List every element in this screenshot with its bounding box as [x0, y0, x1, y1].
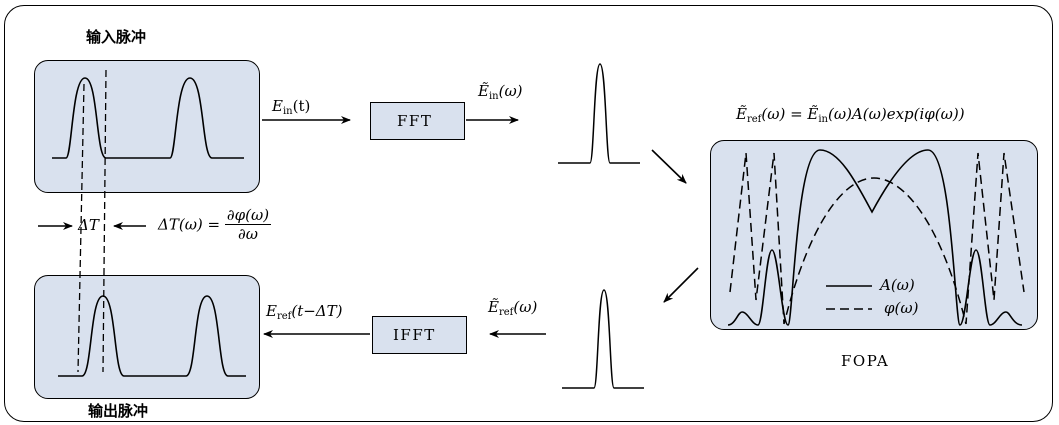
ifft-box: [372, 316, 467, 354]
arrow-to-fopa: [651, 149, 687, 184]
output-pulse-panel: [34, 275, 260, 399]
legend-solid-label: A(ω): [880, 276, 915, 294]
arrow-from-fopa: [663, 267, 699, 303]
fft-box: [370, 102, 465, 140]
output-pulse-curve: [58, 295, 246, 377]
e-in-w-label: Ẽin(ω): [478, 82, 523, 102]
delta-t-label: ΔT: [78, 216, 99, 234]
fopa-gain-curve: [727, 149, 1023, 326]
delta-t-omega-equation: ΔT(ω) = ∂φ(ω) ∂ω: [158, 206, 272, 243]
derivative-fraction: ∂φ(ω) ∂ω: [224, 206, 272, 243]
diagram-frame: [4, 5, 1053, 422]
e-ref-equation: Ẽref(ω) = Ẽin(ω)A(ω)exp(iφ(ω)): [736, 105, 965, 125]
legend-dashed-label: φ(ω): [884, 299, 919, 317]
e-ref-w-label: Ẽref(ω): [488, 298, 538, 318]
ifft-label: IFFT: [393, 326, 436, 344]
dashed-line-left: [77, 83, 85, 373]
input-pulse-curve: [52, 77, 244, 159]
input-pulse-label: 输入脉冲: [86, 28, 147, 46]
fopa-label: FOPA: [841, 352, 890, 370]
spectrum-bottom-curve: [562, 289, 644, 389]
e-in-t-label: Ein(t): [272, 97, 311, 117]
fopa-phase-curve: [729, 152, 1025, 325]
output-pulse-label: 输出脉冲: [88, 402, 149, 420]
e-ref-t-label: Eref(t−ΔT): [266, 302, 343, 322]
spectrum-top-curve: [558, 63, 640, 164]
fopa-panel: [710, 140, 1038, 330]
fft-label: FFT: [397, 112, 433, 130]
dashed-line-right: [102, 69, 107, 373]
